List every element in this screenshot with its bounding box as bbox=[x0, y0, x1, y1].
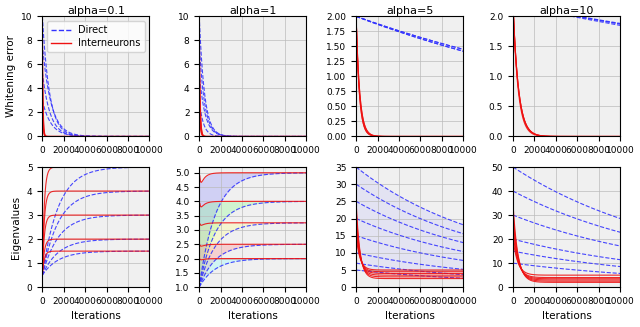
X-axis label: Iterations: Iterations bbox=[385, 311, 435, 321]
X-axis label: Iterations: Iterations bbox=[541, 311, 591, 321]
Title: alpha=0.1: alpha=0.1 bbox=[67, 6, 125, 16]
Legend: Direct, Interneurons: Direct, Interneurons bbox=[47, 21, 145, 52]
Y-axis label: Eigenvalues: Eigenvalues bbox=[12, 196, 21, 259]
X-axis label: Iterations: Iterations bbox=[228, 311, 278, 321]
Title: alpha=10: alpha=10 bbox=[540, 6, 594, 16]
Title: alpha=5: alpha=5 bbox=[386, 6, 433, 16]
Title: alpha=1: alpha=1 bbox=[229, 6, 276, 16]
Y-axis label: Whitening error: Whitening error bbox=[6, 35, 15, 117]
X-axis label: Iterations: Iterations bbox=[71, 311, 121, 321]
